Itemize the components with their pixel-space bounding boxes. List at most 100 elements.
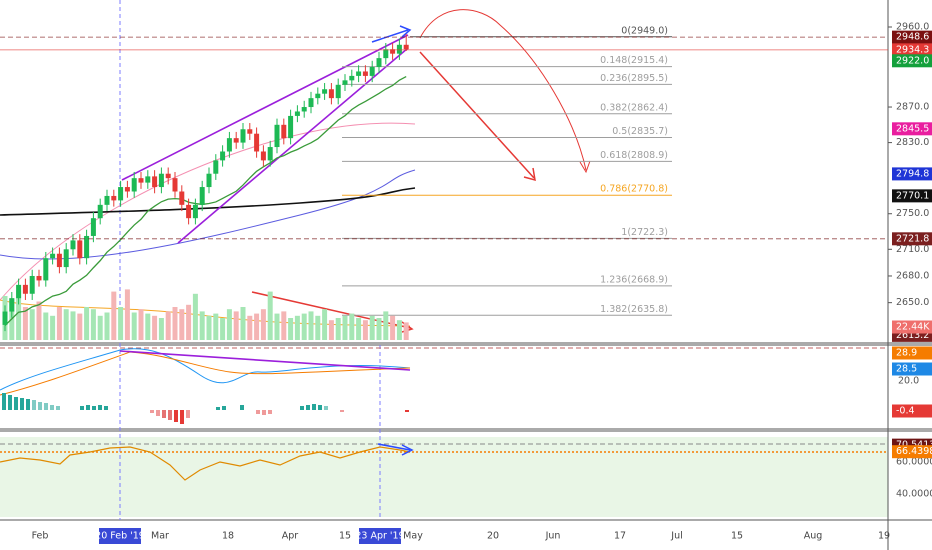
candle-body [22,284,28,294]
candle-body [390,49,396,54]
volume-bar [77,313,83,340]
x-tick-label: May [403,531,423,542]
candle-body [376,58,382,68]
candle-body [254,133,260,152]
volume-bar [145,313,151,340]
volume-bar [403,322,409,340]
price-tag [892,404,932,418]
candle-body [281,124,287,139]
candle-body [118,187,124,201]
date-highlight [99,528,141,544]
candle-body [111,195,117,201]
volume-bar [288,318,294,340]
price-tag [892,189,932,203]
fib-label: 0.786(2770.8) [600,184,668,195]
volume-bar [301,313,307,340]
candle-body [104,195,110,205]
candle-body [260,151,266,161]
candle-body [199,187,205,205]
volume-bar [254,313,260,340]
fib-label: 0.618(2808.9) [600,150,668,161]
arrow-head [579,160,591,174]
volume-bar [274,313,280,340]
price-tag [892,30,932,44]
arrow-head [399,25,412,38]
x-tick-label: Feb [32,531,49,542]
volume-bar [342,315,348,340]
price-tag-label: 2934.3 [896,44,929,55]
y-tick-label: 2680.0 [896,270,929,281]
price-tag-label: 2922.0 [896,55,929,66]
price-tag-label: 2845.5 [896,123,929,134]
y-tick-label: 2710.0 [896,244,929,255]
candle-body [403,44,409,50]
candle-body [308,98,314,108]
candle-body [186,204,192,219]
price-tag [892,346,932,360]
macd-tick-label: 20.0 [898,376,919,387]
candle-body [301,107,307,112]
candle-body [335,84,341,99]
volume-bar [240,307,246,340]
price-tag-label: 66.4398 [896,446,932,457]
arrow-head [401,444,414,456]
y-tick-label: 2960.0 [896,22,929,33]
candle-body [342,80,348,85]
volume-bar [138,309,144,340]
x-tick-label: 15 [339,531,351,542]
candle-body [233,138,239,143]
fib-label: 1(2722.3) [621,227,668,238]
rsi-tick-label: 40.0000 [896,489,932,500]
candle-body [158,173,164,188]
volume-bar [226,309,232,340]
candle-body [396,44,402,54]
divergence-line [119,350,411,371]
price-tag-label: 2794.8 [896,168,929,179]
price-tag [892,54,932,68]
candle-body [362,71,368,76]
volume-bar [131,312,137,340]
signal-line [0,351,411,396]
rsi-band [0,437,888,517]
x-tick-label: 20 [487,531,499,542]
candle-body [152,176,158,188]
crosshair-date: 23 Apr '19 [355,531,404,542]
x-tick-label: Apr [282,531,299,542]
candle-body [288,115,294,139]
candle-body [70,240,76,250]
volume-bar [356,318,362,340]
candle-body [369,67,375,76]
rsi-line [0,446,411,481]
volume-bar [172,307,178,340]
price-tag [892,320,932,334]
candle-body [206,173,212,188]
price-tag-label: 28.5 [896,364,917,375]
candle-body [36,275,42,281]
macd-line [0,348,411,391]
fib-label: 1.236(2668.9) [600,274,668,285]
fib-label: 1.382(2635.8) [600,304,668,315]
fib-label: 0.236(2895.5) [600,73,668,84]
price-tag-label: 2721.8 [896,233,929,244]
volume-bar [335,318,341,340]
price-tag-label: -0.4 [896,406,915,417]
fib-label: 0.5(2835.7) [612,126,668,137]
macd-histogram [2,393,409,424]
volume-bar [50,315,56,340]
x-tick-label: Mar [151,531,169,542]
arrow [377,443,411,451]
candle-body [165,173,171,179]
volume-bar [22,307,28,340]
volume-bar [281,311,287,340]
y-tick-label: 2650.0 [896,297,929,308]
x-tick-label: Jul [670,531,682,542]
volume-bar [90,309,96,340]
candle-body [383,49,389,59]
candle-body [29,275,35,294]
x-tick-label: 15 [731,531,743,542]
volume-bar [396,320,402,340]
volume-bar [349,313,355,340]
volume-bar [158,318,164,340]
volume-bar [199,311,205,340]
